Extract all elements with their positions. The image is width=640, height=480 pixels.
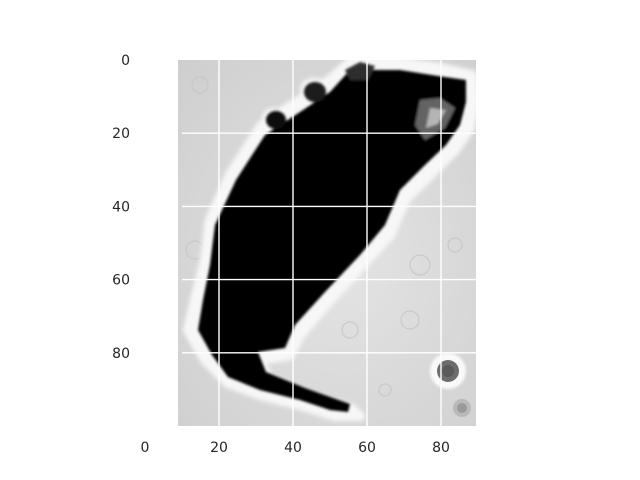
- y-tick-label: 20: [112, 126, 130, 142]
- x-tick-label: 40: [284, 440, 302, 456]
- y-tick-label: 60: [112, 273, 130, 289]
- bright-ring-artifact: [430, 353, 471, 417]
- x-tick-label: 20: [210, 440, 228, 456]
- background-texture: [185, 76, 463, 397]
- grid: [182, 60, 476, 426]
- y-tick-label: 80: [112, 346, 130, 362]
- y-tick-label: 0: [121, 53, 130, 69]
- x-tick-label: 0: [141, 440, 150, 456]
- x-tick-label: 80: [432, 440, 450, 456]
- x-tick-labels: 0 20 40 60 80: [141, 440, 450, 456]
- y-tick-labels: 0 20 40 60 80: [112, 53, 130, 362]
- x-tick-label: 60: [358, 440, 376, 456]
- y-tick-label: 40: [112, 199, 130, 215]
- subject-silhouette: [198, 62, 466, 412]
- image-area: [178, 60, 476, 426]
